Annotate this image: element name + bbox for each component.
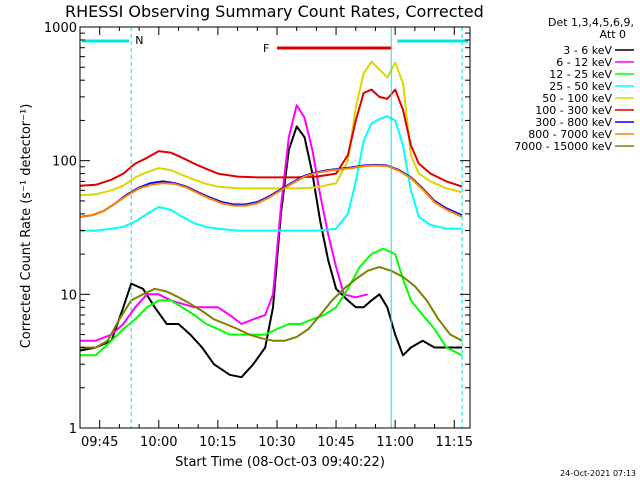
x-tick-label-6: 11:15 — [436, 435, 473, 450]
series-line-5 — [79, 60, 463, 197]
legend-label-8: 800 - 7000 keV — [528, 128, 612, 141]
marker-layer: NF — [82, 27, 468, 428]
x-tick-label-5: 11:00 — [376, 435, 413, 450]
legend-label-7: 300 - 800 keV — [535, 116, 612, 129]
data-layer — [79, 60, 463, 379]
legend-header-detectors: Det 1,3,4,5,6,9, — [548, 16, 634, 29]
x-tick-label-1: 10:00 — [140, 435, 177, 450]
axes-layer: 1 10 100 1000 09:45 10:00 10:15 10:30 10:45 11:00… — [44, 21, 473, 450]
x-tick-label-2: 10:15 — [199, 435, 236, 450]
legend-label-1: 3 - 6 keV — [563, 44, 612, 57]
legend-label-3: 12 - 25 keV — [549, 68, 612, 81]
legend-label-9: 7000 - 15000 keV — [514, 140, 612, 153]
legend-label-5: 50 - 100 keV — [542, 92, 612, 105]
x-axis-label: Start Time (08-Oct-03 09:40:22) — [175, 455, 385, 470]
night-label: N — [135, 34, 143, 47]
series-line-4 — [80, 115, 463, 232]
series-line-6 — [79, 88, 463, 188]
series-line-3 — [80, 247, 463, 357]
legend-label-4: 25 - 50 keV — [549, 80, 612, 93]
y-tick-label-0: 1 — [69, 422, 77, 437]
y-tick-label-1: 10 — [60, 288, 77, 303]
legend-label-6: 100 - 300 keV — [535, 104, 612, 117]
y-tick-label-2: 100 — [52, 155, 77, 170]
series-line-1 — [79, 125, 463, 379]
series-line-9 — [80, 266, 463, 349]
plot-frame — [79, 26, 471, 429]
y-axis-label: Corrected Count Rate (s⁻¹ detector⁻¹) — [19, 104, 34, 349]
x-tick-label-3: 10:30 — [258, 435, 295, 450]
legend-header-attenuator: Att 0 — [600, 28, 626, 41]
flare-label: F — [263, 42, 269, 55]
chart-title: RHESSI Observing Summary Count Rates, Co… — [65, 2, 484, 21]
series-line-7 — [79, 163, 463, 218]
legend-label-2: 6 - 12 keV — [556, 56, 612, 69]
x-tick-label-0: 09:45 — [81, 435, 118, 450]
x-tick-label-4: 10:45 — [317, 435, 354, 450]
series-line-2 — [80, 104, 368, 342]
plot-timestamp: 24-Oct-2021 07:13 — [560, 469, 636, 478]
y-tick-label-3: 1000 — [44, 21, 77, 36]
series-line-8 — [79, 164, 463, 218]
